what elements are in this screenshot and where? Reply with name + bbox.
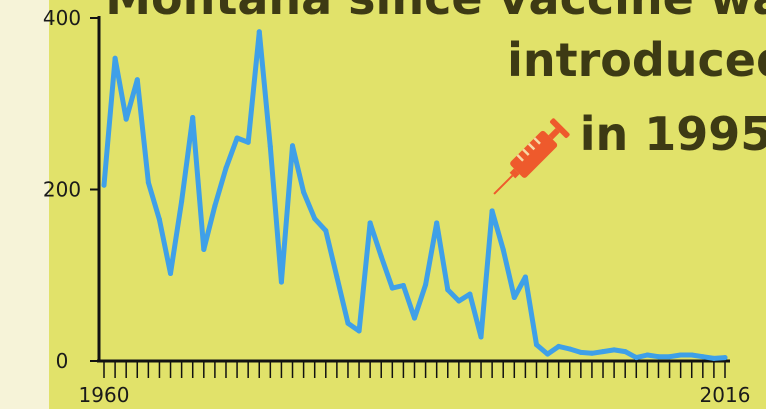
data-point (478, 334, 484, 340)
x-tick-label: 2016 (700, 383, 751, 407)
data-point (533, 342, 539, 348)
data-point (412, 315, 417, 321)
data-point (633, 355, 639, 361)
data-point (168, 271, 174, 277)
data-point (600, 349, 606, 355)
data-point (667, 354, 673, 360)
data-point (578, 349, 584, 355)
y-tick-label: 200 (43, 178, 81, 202)
plot-background (49, 0, 766, 409)
data-point (545, 351, 551, 357)
data-point (256, 29, 262, 35)
data-point (267, 144, 273, 150)
data-point (190, 114, 196, 120)
data-point (367, 220, 373, 226)
data-point (301, 189, 307, 195)
data-point (434, 220, 440, 226)
data-point (101, 182, 107, 188)
data-point (522, 274, 528, 280)
series (101, 29, 728, 361)
data-point (356, 328, 362, 334)
data-point (556, 343, 562, 349)
data-point (567, 346, 573, 352)
data-point (500, 247, 506, 253)
data-point (400, 283, 406, 289)
data-point (201, 247, 207, 253)
data-point (445, 287, 451, 293)
data-point (644, 352, 650, 358)
data-point (711, 355, 717, 361)
y-tick-label: 400 (43, 6, 81, 30)
data-point (467, 291, 473, 297)
data-point (423, 282, 429, 288)
data-point (511, 295, 517, 301)
title-line-3: in 1995 (580, 107, 766, 161)
data-point (345, 320, 351, 326)
chart-title: Montana since vaccine was introduced in … (105, 0, 766, 161)
data-point (611, 347, 617, 353)
data-point (278, 279, 284, 285)
data-point (123, 116, 129, 122)
data-point (389, 285, 395, 291)
x-axis-ticks (103, 362, 726, 378)
title-line-2: introduced (507, 33, 766, 87)
data-point (312, 216, 318, 222)
data-point (689, 352, 695, 358)
data-point (622, 349, 628, 355)
tick-labels: 0 200 400 1960 2016 (43, 6, 751, 407)
data-point (112, 55, 118, 61)
data-point (655, 354, 661, 360)
x-tick-label: 1960 (79, 383, 130, 407)
y-tick-label: 0 (56, 349, 69, 373)
axes (90, 16, 730, 363)
data-point (589, 350, 595, 356)
data-point (145, 180, 151, 186)
data-point (234, 135, 240, 141)
data-point (456, 298, 462, 304)
data-point (678, 352, 684, 358)
data-point (290, 143, 296, 149)
data-point (245, 139, 251, 145)
data-point (722, 355, 728, 361)
syringe-icon (493, 118, 570, 195)
data-point (223, 165, 229, 171)
data-point (212, 203, 218, 209)
data-point (179, 199, 185, 205)
data-point (489, 208, 495, 214)
data-point (156, 217, 162, 223)
data-point (700, 354, 706, 360)
data-point (134, 77, 140, 83)
title-line-1: Montana since vaccine was (105, 0, 766, 25)
data-point (378, 253, 384, 259)
data-point (323, 228, 329, 234)
data-point (334, 274, 340, 280)
